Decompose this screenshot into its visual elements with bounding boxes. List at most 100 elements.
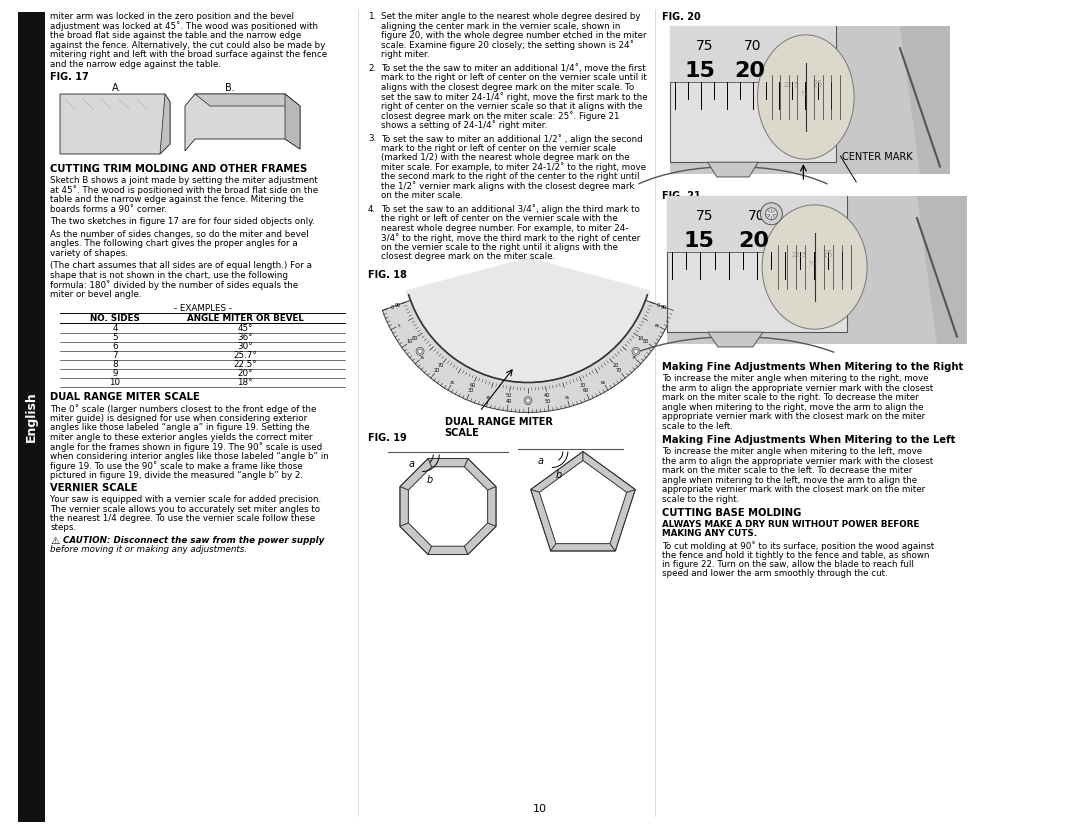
Text: angle when mitering to the right, move the arm to align the: angle when mitering to the right, move t… [662,403,923,411]
Text: 2.: 2. [368,63,376,73]
Text: the arm to align the appropriate vernier mark with the closest: the arm to align the appropriate vernier… [662,384,933,393]
Polygon shape [583,451,635,492]
Text: 40: 40 [543,393,550,398]
Text: on the miter scale.: on the miter scale. [381,191,463,200]
Text: 20: 20 [738,231,769,251]
Text: 6: 6 [112,342,118,351]
Text: 70: 70 [744,38,761,53]
Circle shape [524,396,532,404]
Text: 60: 60 [582,388,589,393]
Text: miter guide) is designed for use when considering exterior: miter guide) is designed for use when co… [50,414,307,423]
Text: 5: 5 [397,324,400,328]
Text: (The chart assumes that all sides are of equal length.) For a: (The chart assumes that all sides are of… [50,261,312,270]
Text: NO. SIDES: NO. SIDES [90,314,140,323]
Text: 4: 4 [112,324,118,333]
Text: ½: ½ [800,92,807,97]
Text: shows a setting of 24-1/4˚ right miter.: shows a setting of 24-1/4˚ right miter. [381,120,548,130]
Circle shape [526,399,530,403]
Circle shape [766,208,778,220]
Text: the 1/2˚ vernier mark aligns with the closest degree mark: the 1/2˚ vernier mark aligns with the cl… [381,182,635,191]
Text: As the number of sides changes, so do the miter and bevel: As the number of sides changes, so do th… [50,229,309,239]
Bar [667,196,967,344]
Text: 22.5: 22.5 [792,252,807,258]
Text: ALWAYS MAKE A DRY RUN WITHOUT POWER BEFORE: ALWAYS MAKE A DRY RUN WITHOUT POWER BEFO… [662,520,919,529]
Text: b: b [556,470,562,480]
Text: DUAL RANGE MITER
SCALE: DUAL RANGE MITER SCALE [445,417,553,439]
Text: 75: 75 [632,355,637,359]
Text: 10: 10 [407,339,414,344]
Text: 18°: 18° [238,378,253,387]
Text: 20°: 20° [238,369,253,378]
Text: on the vernier scale to the right until it aligns with the: on the vernier scale to the right until … [381,243,618,252]
Text: Your saw is equipped with a vernier scale for added precision.: Your saw is equipped with a vernier scal… [50,495,321,504]
Text: angles. The following chart gives the proper angles for a: angles. The following chart gives the pr… [50,239,298,248]
Text: VERNIER SCALE: VERNIER SCALE [50,483,137,493]
Text: at 45˚. The wood is positioned with the broad flat side on the: at 45˚. The wood is positioned with the … [50,185,319,195]
Text: 50: 50 [507,393,512,398]
Text: CAUTION: Disconnect the saw from the power supply: CAUTION: Disconnect the saw from the pow… [63,536,324,545]
Text: a: a [538,455,544,465]
Text: closest degree mark on the miter scale: 25˚. Figure 21: closest degree mark on the miter scale: … [381,111,620,121]
Text: 75: 75 [696,38,714,53]
Text: CUTTING BASE MOLDING: CUTTING BASE MOLDING [662,508,801,518]
Text: the nearest 1/4 degree. To use the vernier scale follow these: the nearest 1/4 degree. To use the verni… [50,514,315,523]
Text: The 0˚ scale (larger numbers closest to the front edge of the: The 0˚ scale (larger numbers closest to … [50,404,316,414]
Text: aligning the center mark in the vernier scale, shown in: aligning the center mark in the vernier … [381,22,620,31]
Text: ⚠: ⚠ [50,536,59,546]
Polygon shape [488,486,496,526]
Text: set the saw to miter 24-1/4˚ right, move the first mark to the: set the saw to miter 24-1/4˚ right, move… [381,92,648,102]
Ellipse shape [757,35,854,159]
Text: ANGLE MITER OR BEVEL: ANGLE MITER OR BEVEL [187,314,303,323]
Bar [670,26,836,83]
Text: angle for the frames shown in figure 19. The 90˚ scale is used: angle for the frames shown in figure 19.… [50,442,322,452]
Text: Making Fine Adjustments When Mitering to the Right: Making Fine Adjustments When Mitering to… [662,362,963,372]
Polygon shape [285,94,300,149]
Text: 25: 25 [812,80,823,89]
Text: FIG. 20: FIG. 20 [662,12,701,22]
Text: miter arm was locked in the zero position and the bevel: miter arm was locked in the zero positio… [50,12,294,21]
Text: ½: ½ [809,261,815,266]
Polygon shape [464,459,496,490]
Text: 3.: 3. [368,134,376,143]
Polygon shape [610,490,635,551]
Circle shape [416,347,424,355]
Polygon shape [195,94,300,106]
Polygon shape [60,94,170,154]
Text: when considering interior angles like those labeled “angle b” in: when considering interior angles like th… [50,451,328,460]
Text: shape that is not shown in the chart, use the following: shape that is not shown in the chart, us… [50,270,288,279]
Text: mark to the right or left of center on the vernier scale until it: mark to the right or left of center on t… [381,73,647,82]
Wedge shape [405,258,650,384]
Polygon shape [428,459,468,467]
Text: nearest whole degree number. For example, to miter 24-: nearest whole degree number. For example… [381,224,629,233]
Text: 70: 70 [616,368,622,373]
Text: angle when mitering to the left, move the arm to align the: angle when mitering to the left, move th… [662,475,917,485]
Text: the right or left of center on the vernier scale with the: the right or left of center on the verni… [381,214,618,223]
Circle shape [760,203,782,224]
Text: (marked 1/2) with the nearest whole degree mark on the: (marked 1/2) with the nearest whole degr… [381,153,630,162]
Text: CENTER MARK: CENTER MARK [842,152,913,162]
Text: 60: 60 [470,383,476,388]
Text: before moving it or making any adjustments.: before moving it or making any adjustmen… [50,545,247,555]
Polygon shape [539,460,626,544]
Text: To cut molding at 90˚ to its surface, position the wood against: To cut molding at 90˚ to its surface, po… [662,541,934,551]
Text: To set the the saw to miter an additional 1/4˚, move the first: To set the the saw to miter an additiona… [381,63,646,73]
Text: Set the miter angle to the nearest whole degree desired by: Set the miter angle to the nearest whole… [381,12,640,21]
Text: Making Fine Adjustments When Mitering to the Left: Making Fine Adjustments When Mitering to… [662,435,956,445]
Text: 75: 75 [696,208,714,223]
Text: miter or bevel angle.: miter or bevel angle. [50,289,141,299]
Wedge shape [382,300,674,413]
Text: Sketch B shows a joint made by setting the miter adjustment: Sketch B shows a joint made by setting t… [50,176,318,185]
Text: a: a [408,459,415,469]
Circle shape [418,349,422,354]
Text: 85: 85 [654,324,660,328]
Text: The vernier scale allows you to accurately set miter angles to: The vernier scale allows you to accurate… [50,505,320,514]
Text: FIG. 18: FIG. 18 [368,269,407,279]
Text: scale to the left.: scale to the left. [662,421,733,430]
Polygon shape [400,523,432,555]
Text: formula: 180˚ divided by the number of sides equals the: formula: 180˚ divided by the number of s… [50,280,298,290]
Text: 3/4˚ to the right, move the third mark to the right of center: 3/4˚ to the right, move the third mark t… [381,233,640,243]
Text: 15: 15 [419,355,424,359]
Ellipse shape [762,205,867,329]
Text: right of center on the vernier scale so that it aligns with the: right of center on the vernier scale so … [381,102,643,110]
Text: 8: 8 [112,360,118,369]
